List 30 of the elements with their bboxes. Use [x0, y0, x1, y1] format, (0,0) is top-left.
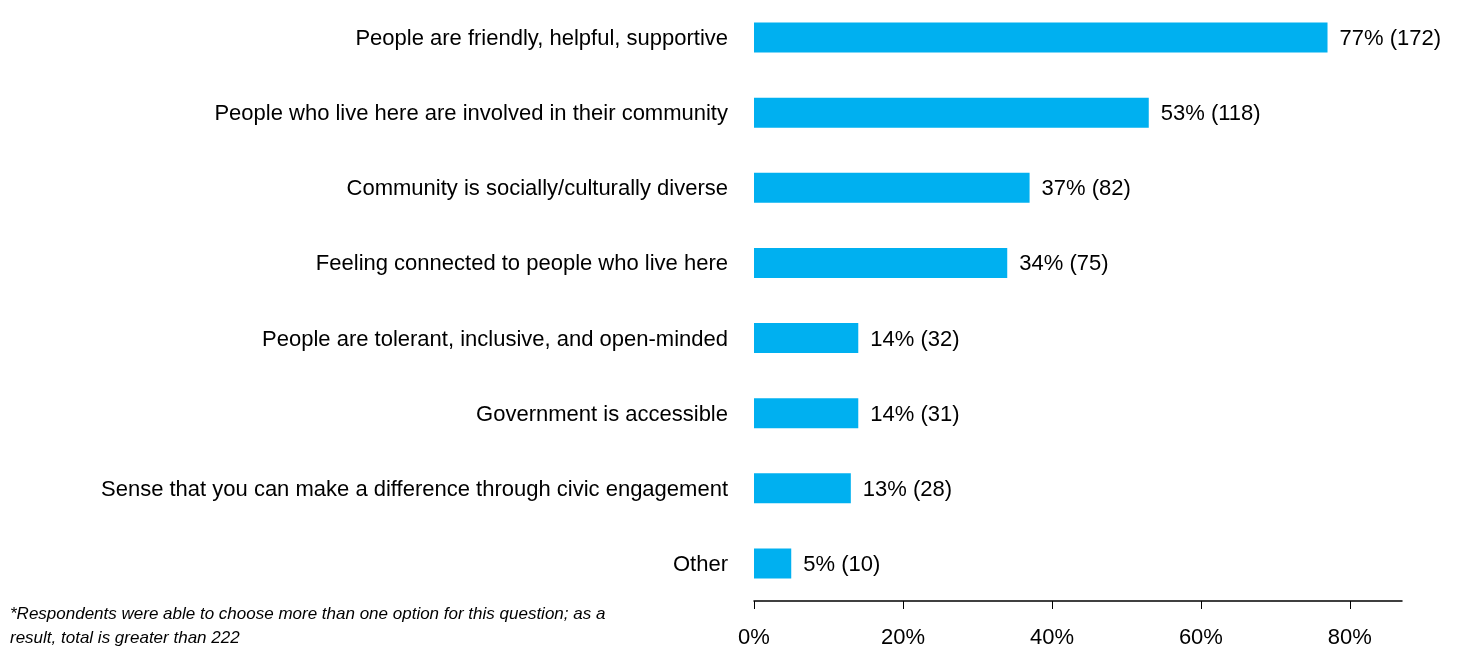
data-label: 77% (172) — [1339, 25, 1442, 51]
bar — [754, 398, 859, 429]
data-label: 37% (82) — [1041, 175, 1131, 201]
bar — [754, 323, 859, 354]
x-tick-label: 0% — [738, 623, 770, 649]
x-tick-label: 20% — [880, 623, 925, 649]
y-tick-label: Community is socially/culturally diverse — [346, 175, 728, 201]
data-label: 14% (32) — [870, 325, 960, 351]
text: *Respondents were able to choose more than one option for this question; as a result, total is greater than 222 — [10, 603, 611, 647]
data-label: 14% (31) — [870, 400, 960, 426]
y-tick-label: People who live here are involved in their community — [214, 100, 728, 126]
y-tick-label: People are tolerant, inclusive, and open-minded — [262, 325, 728, 351]
y-tick-label: Government is accessible — [476, 400, 728, 426]
data-label: 13% (28) — [862, 475, 953, 501]
data-label: 53% (118) — [1160, 100, 1261, 126]
bar — [754, 22, 1328, 53]
data-label: 34% (75) — [1019, 250, 1109, 276]
bar — [754, 473, 851, 504]
y-tick-label: Sense that you can make a difference through civic engagement — [101, 475, 728, 501]
x-tick-label: 40% — [1029, 623, 1074, 649]
x-tick-label: 60% — [1178, 623, 1223, 649]
bar — [754, 548, 792, 579]
bar — [754, 172, 1030, 203]
x-tick-label: 80% — [1327, 623, 1372, 649]
y-tick-label: Other — [672, 550, 728, 576]
y-tick-label: People are friendly, helpful, supportive — [355, 25, 728, 51]
y-tick-label: Feeling connected to people who live here — [315, 250, 728, 276]
data-label: 5% (10) — [803, 550, 881, 576]
bar — [754, 247, 1008, 278]
bar — [754, 97, 1149, 128]
